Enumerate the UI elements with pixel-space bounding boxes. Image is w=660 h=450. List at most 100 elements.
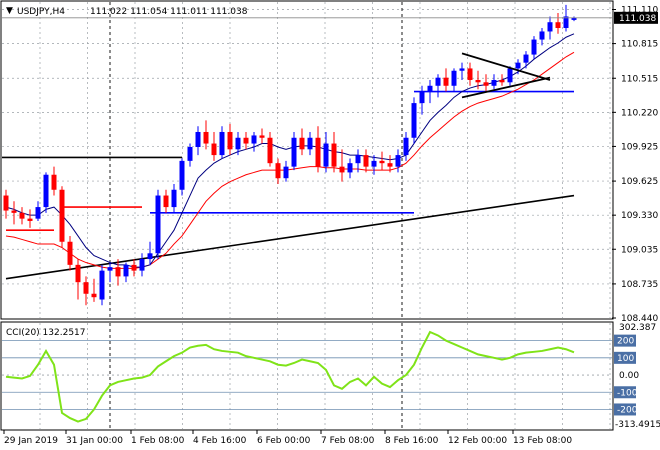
candle-body bbox=[467, 68, 473, 80]
price-tick-label: 111.110 bbox=[621, 6, 658, 16]
cci-level-label: -100 bbox=[617, 388, 638, 398]
candle-body bbox=[331, 143, 337, 167]
candle-body bbox=[171, 189, 177, 208]
candle-body bbox=[307, 137, 313, 150]
price-axis: 111.110 110.815 110.515 110.220 109.925 109.6… bbox=[612, 6, 658, 324]
candle-body bbox=[571, 17, 577, 20]
cci-level-label: 0.00 bbox=[619, 371, 639, 381]
price-tick-label: 109.035 bbox=[621, 245, 658, 255]
candle-body bbox=[403, 137, 409, 156]
candle-body bbox=[235, 137, 241, 150]
candle-body bbox=[107, 267, 113, 271]
trendline bbox=[5, 194, 575, 280]
price-tick-label: 110.220 bbox=[621, 108, 658, 118]
candle-body bbox=[363, 155, 369, 167]
candle-body bbox=[251, 135, 257, 144]
candle-body bbox=[491, 79, 497, 86]
candle-body bbox=[211, 143, 217, 156]
cci-axis: 302.387 -313.4915 200 100 0.00 -100 -200 bbox=[614, 323, 660, 430]
candle-body bbox=[139, 259, 145, 271]
cci-level-label: 100 bbox=[617, 354, 634, 364]
cci-axis-bottom-label: -313.4915 bbox=[615, 420, 660, 430]
cci-axis-top-label: 302.387 bbox=[619, 323, 656, 333]
candle-body bbox=[99, 270, 105, 300]
current-price-badge bbox=[614, 11, 658, 24]
cci-level-badge bbox=[614, 403, 636, 416]
candle-body bbox=[19, 212, 25, 219]
candle-body bbox=[379, 160, 385, 164]
chart-menu-icon[interactable]: ▼ bbox=[6, 6, 13, 16]
time-tick-label: 12 Feb 00:00 bbox=[448, 436, 507, 446]
candle-body bbox=[475, 79, 481, 83]
candle-body bbox=[387, 163, 393, 167]
cci-marks bbox=[5, 330, 575, 423]
time-tick-label: 6 Feb 00:00 bbox=[257, 436, 311, 446]
time-tick-label: 31 Jan 00:00 bbox=[66, 436, 123, 446]
candle-body bbox=[75, 264, 81, 283]
candle-body bbox=[299, 137, 305, 150]
candle-body bbox=[419, 91, 425, 104]
candle-body bbox=[315, 137, 321, 167]
price-tick-label: 108.735 bbox=[621, 280, 658, 290]
time-axis: 29 Jan 2019 31 Jan 00:00 1 Feb 08:00 4 Feb … bbox=[3, 430, 572, 446]
ma-slow-line bbox=[5, 51, 575, 269]
price-tick-label: 109.925 bbox=[621, 142, 658, 152]
candle-body bbox=[11, 210, 17, 213]
candle-body bbox=[187, 147, 193, 161]
candle-body bbox=[531, 39, 537, 55]
candle-body bbox=[59, 189, 65, 242]
candle-body bbox=[43, 174, 49, 208]
candle-body bbox=[371, 160, 377, 167]
candle-body bbox=[523, 54, 529, 63]
cci-level-badge bbox=[614, 334, 636, 347]
price-panel-frame bbox=[0, 0, 614, 320]
price-tick-label: 109.330 bbox=[621, 211, 658, 221]
candle-body bbox=[115, 267, 121, 277]
candle-body bbox=[195, 131, 201, 148]
cci-panel-frame bbox=[0, 321, 614, 431]
candle-body bbox=[347, 163, 353, 173]
candle-body bbox=[51, 174, 57, 190]
candle-body bbox=[435, 77, 441, 86]
candle-body bbox=[395, 155, 401, 167]
candle-body bbox=[555, 22, 561, 28]
price-tick-label: 110.515 bbox=[621, 74, 658, 84]
symbol-label: USDJPY,H4 bbox=[17, 7, 65, 17]
candle-body bbox=[323, 143, 329, 167]
time-tick-label: 7 Feb 08:00 bbox=[321, 436, 375, 446]
time-tick-label: 8 Feb 16:00 bbox=[385, 436, 439, 446]
candle-body bbox=[443, 77, 449, 86]
candle-body bbox=[283, 166, 289, 179]
candle-body bbox=[203, 131, 209, 144]
candle-body bbox=[35, 207, 41, 219]
cci-series-line bbox=[5, 330, 575, 423]
candle-body bbox=[3, 195, 9, 211]
candle-body bbox=[451, 70, 457, 86]
candle-body bbox=[163, 195, 169, 208]
candle-body bbox=[67, 241, 73, 265]
current-price-label: 111.038 bbox=[619, 14, 656, 24]
candle-body bbox=[219, 131, 225, 156]
cci-label: CCI(20) 132.2517 bbox=[6, 328, 86, 338]
candle-body bbox=[259, 135, 265, 138]
candle-body bbox=[147, 253, 153, 260]
candle-body bbox=[275, 163, 281, 179]
ohlc-label: 111.022 111.054 111.011 111.038 bbox=[90, 7, 248, 17]
candle-body bbox=[539, 31, 545, 40]
price-tick-label: 108.440 bbox=[621, 314, 658, 324]
candle-body bbox=[339, 166, 345, 173]
candle-body bbox=[483, 82, 489, 86]
candle-body bbox=[563, 16, 569, 28]
ma-fast-line bbox=[5, 33, 575, 268]
candle-body bbox=[131, 264, 137, 271]
triangle-upper-line bbox=[461, 52, 551, 81]
candle-body bbox=[267, 137, 273, 164]
candle-body bbox=[123, 264, 129, 277]
time-tick-label: 29 Jan 2019 bbox=[4, 436, 58, 446]
candle-body bbox=[515, 62, 521, 69]
price-tick-label: 110.815 bbox=[621, 40, 658, 50]
time-tick-label: 13 Feb 08:00 bbox=[513, 436, 572, 446]
candle-body bbox=[411, 103, 417, 138]
candle-body bbox=[459, 68, 465, 71]
cci-level-badge bbox=[614, 386, 636, 399]
